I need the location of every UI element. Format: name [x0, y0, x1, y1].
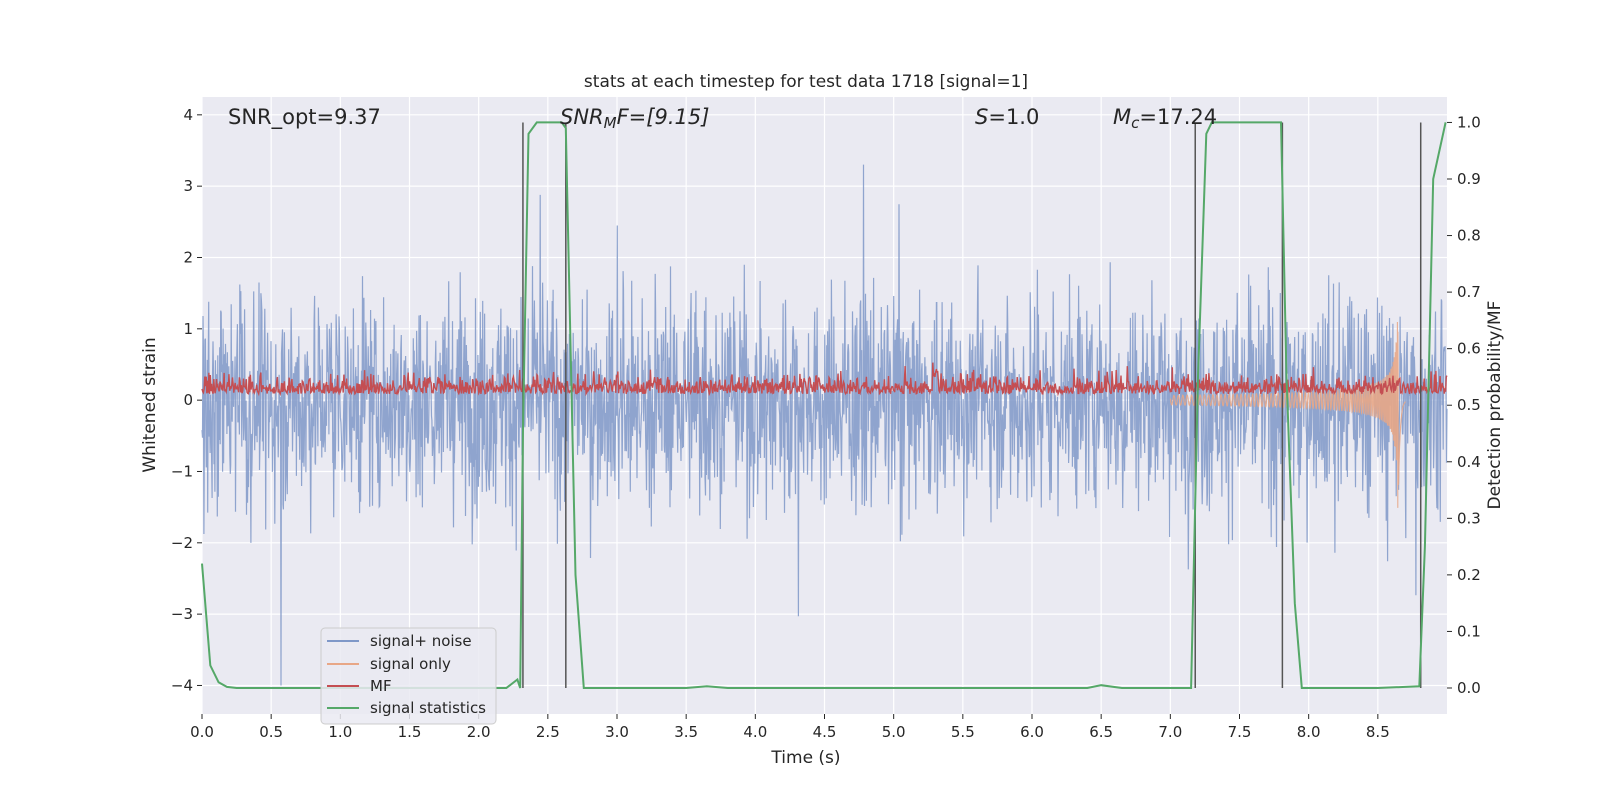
y-tick-label-left: 0 — [183, 391, 193, 409]
y-tick-label-right: 1.0 — [1457, 113, 1481, 131]
s-annotation: S=1.0 — [975, 105, 1039, 129]
y-tick-label-right: 0.4 — [1457, 453, 1481, 471]
y-tick-label-right: 0.5 — [1457, 396, 1481, 414]
x-tick-label: 5.0 — [882, 723, 906, 741]
y-tick-label-left: 2 — [183, 248, 193, 266]
x-tick-label: 7.5 — [1228, 723, 1252, 741]
mf-series — [201, 362, 1448, 397]
y-tick-label-left: −4 — [171, 676, 193, 694]
legend-box — [320, 627, 497, 725]
x-tick-label: 1.0 — [328, 723, 352, 741]
x-tick-label: 8.5 — [1366, 723, 1390, 741]
x-tick-label: 5.5 — [951, 723, 975, 741]
legend-label-mf: MF — [370, 677, 392, 695]
x-ticks: 0.0 0.5 1.0 1.5 2.0 2.5 3.0 3.5 4.0 4.5 5.0 5.5 6.0 6… — [190, 714, 1390, 741]
legend-label-signal-noise: signal+ noise — [370, 632, 472, 650]
y-tick-label-right: 0.7 — [1457, 283, 1481, 301]
y-axis-label-left: Whitened strain — [140, 337, 160, 472]
x-tick-label: 4.0 — [743, 723, 767, 741]
legend: signal+ noise signal only MF signal stat… — [320, 627, 497, 725]
y-tick-label-left: 4 — [183, 106, 193, 124]
y-tick-label-left: 3 — [183, 177, 193, 195]
x-tick-label: 6.5 — [1089, 723, 1113, 741]
y-tick-label-right: 0.3 — [1457, 509, 1481, 527]
s-value: =1.0 — [988, 105, 1039, 129]
mc-symbol: M — [1113, 105, 1131, 129]
y-tick-label-left: −2 — [171, 534, 193, 552]
x-tick-label: 4.5 — [813, 723, 837, 741]
signal-noise-series — [201, 164, 1448, 686]
mc-subscript: c — [1131, 114, 1140, 132]
snr-mf-subscript: M — [604, 114, 617, 132]
y-tick-label-left: −1 — [171, 462, 193, 480]
y-tick-label-right: 0.1 — [1457, 622, 1481, 640]
x-tick-label: 2.5 — [536, 723, 560, 741]
s-symbol: S — [975, 105, 988, 129]
snr-opt-annotation: SNR_opt=9.37 — [228, 105, 381, 130]
x-tick-label: 2.0 — [467, 723, 491, 741]
y-tick-label-left: −3 — [171, 605, 193, 623]
x-tick-label: 7.0 — [1158, 723, 1182, 741]
x-tick-label: 3.5 — [674, 723, 698, 741]
x-tick-label: 0.0 — [190, 723, 214, 741]
y-tick-label-right: 0.8 — [1457, 227, 1481, 245]
x-tick-label: 3.0 — [605, 723, 629, 741]
y-tick-label-left: 1 — [183, 320, 193, 338]
x-tick-label: 8.0 — [1297, 723, 1321, 741]
mf-line — [201, 362, 1448, 397]
signal-noise-line — [201, 164, 1448, 686]
x-axis-label: Time (s) — [770, 748, 840, 768]
y-ticks-left: 4 3 2 1 0 −1 −2 −3 −4 — [171, 106, 202, 694]
x-tick-label: 1.5 — [398, 723, 422, 741]
y-tick-label-right: 0.2 — [1457, 566, 1481, 584]
legend-label-signal-only: signal only — [370, 655, 451, 673]
y-ticks-right: 1.0 0.9 0.8 0.7 0.6 0.5 0.4 0.3 0.2 0.1 0.0 — [1447, 113, 1481, 697]
legend-label-signal-statistics: signal statistics — [370, 699, 486, 717]
snr-mf-value: F=[9.15] — [617, 105, 710, 129]
y-tick-label-right: 0.9 — [1457, 170, 1481, 188]
snr-mf-symbol: SNR — [560, 105, 604, 129]
mc-value: =17.24 — [1139, 105, 1217, 129]
y-tick-label-right: 0.6 — [1457, 340, 1481, 358]
x-tick-label: 0.5 — [259, 723, 283, 741]
x-tick-label: 6.0 — [1020, 723, 1044, 741]
snr-mf-annotation: SNRMF=[9.15] — [560, 105, 709, 132]
y-tick-label-right: 0.0 — [1457, 679, 1481, 697]
y-axis-label-right: Detection probability/MF — [1485, 301, 1505, 510]
mc-annotation: Mc=17.24 — [1113, 105, 1217, 132]
chart-title: stats at each timestep for test data 171… — [584, 72, 1028, 92]
